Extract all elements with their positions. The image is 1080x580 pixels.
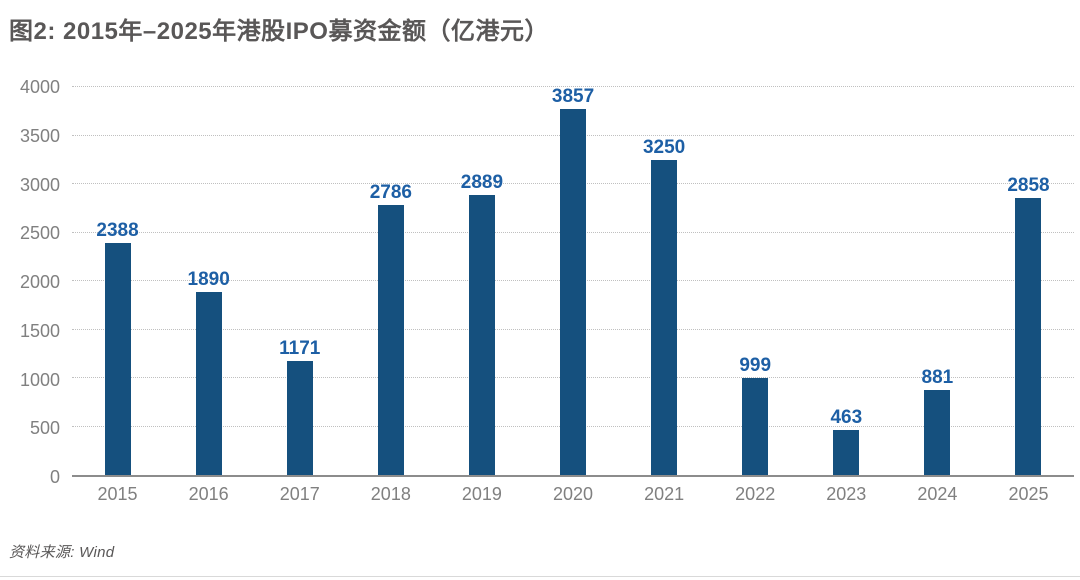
bar-2015 xyxy=(104,243,131,475)
bar-chart: 0 500 1000 1500 2000 2500 3000 3500 4000 2388 189… xyxy=(8,78,1074,503)
bar-column-2019: 2889 xyxy=(436,87,527,475)
x-axis-tick-label: 2022 xyxy=(735,484,776,504)
bar-value-label: 3857 xyxy=(551,86,595,107)
bar-2021 xyxy=(651,159,678,475)
bar-value-label: 2388 xyxy=(96,220,139,242)
bar-value-label: 1171 xyxy=(279,338,321,360)
bar-2019 xyxy=(468,194,495,475)
bar-2023 xyxy=(833,430,860,475)
bar-value-label: 3250 xyxy=(642,136,686,158)
bar-value-label: 2889 xyxy=(460,171,504,193)
bar-column-2021: 3250 xyxy=(619,87,710,475)
x-axis: 2015 2016 2017 2018 2019 2020 2021 2022 2023 2024… xyxy=(72,477,1074,503)
chart-title: 图2: 2015年–2025年港股IPO募资金额（亿港元） xyxy=(9,18,549,45)
y-axis-spacer xyxy=(8,477,72,503)
bar-column-2023: 463 xyxy=(801,87,892,475)
y-axis-tick-label: 2500 xyxy=(19,223,60,244)
x-axis-tick-label: 2020 xyxy=(552,484,594,504)
bar-value-label: 2786 xyxy=(369,181,412,203)
bar-value-label: 463 xyxy=(830,407,863,429)
y-axis-tick-label: 2000 xyxy=(19,272,60,292)
y-axis-tick-label: 500 xyxy=(29,418,60,439)
bar-2024 xyxy=(924,389,951,475)
x-axis-tick-label: 2016 xyxy=(188,484,229,504)
y-axis-tick-label: 4000 xyxy=(19,77,60,97)
bar-2020 xyxy=(560,109,587,475)
x-axis-tick-label: 2023 xyxy=(826,484,867,504)
bar-2025 xyxy=(1015,197,1042,475)
source-note: 资料来源: Wind xyxy=(9,544,115,561)
bottom-divider xyxy=(0,576,1080,577)
bar-2018 xyxy=(377,204,404,475)
gridline xyxy=(72,86,1074,87)
y-axis-tick-label: 1500 xyxy=(19,320,60,341)
x-axis-tick-label: 2018 xyxy=(370,484,411,504)
bar-column-2022: 999 xyxy=(710,87,801,475)
y-axis-tick-label: 0 xyxy=(49,467,60,487)
x-axis-tick-label: 2017 xyxy=(279,484,320,504)
x-axis-tick-label: 2015 xyxy=(97,484,138,504)
bar-value-label: 1890 xyxy=(187,268,230,290)
bar-column-2018: 2786 xyxy=(345,87,436,475)
bar-column-2025: 2858 xyxy=(983,87,1074,475)
bar-column-2024: 881 xyxy=(892,87,983,475)
bars: 2388 1890 1171 2786 2889 3857 3250 999 463 881 285… xyxy=(72,87,1074,475)
bar-value-label: 999 xyxy=(739,355,772,377)
bar-column-2017: 1171 xyxy=(254,87,345,475)
bar-value-label: 2858 xyxy=(1007,174,1050,196)
bar-2022 xyxy=(742,378,769,475)
x-axis-tick-label: 2025 xyxy=(1008,484,1049,504)
bar-2017 xyxy=(286,361,313,475)
y-axis-tick-label: 3000 xyxy=(19,174,60,195)
y-axis: 0 500 1000 1500 2000 2500 3000 3500 4000 xyxy=(8,78,72,486)
y-axis-tick-label: 1000 xyxy=(19,369,60,390)
bar-value-label: 881 xyxy=(921,366,954,388)
x-axis-tick-label: 2019 xyxy=(461,484,502,504)
bar-2016 xyxy=(195,291,222,475)
plot-area: 2388 1890 1171 2786 2889 3857 3250 999 463 881 285… xyxy=(72,86,1074,477)
x-axis-tick-label: 2021 xyxy=(644,484,685,504)
bar-column-2015: 2388 xyxy=(72,87,163,475)
bar-column-2020: 3857 xyxy=(527,87,618,475)
bar-column-2016: 1890 xyxy=(163,87,254,475)
x-axis-tick-label: 2024 xyxy=(917,484,958,504)
y-axis-tick-label: 3500 xyxy=(19,125,60,146)
